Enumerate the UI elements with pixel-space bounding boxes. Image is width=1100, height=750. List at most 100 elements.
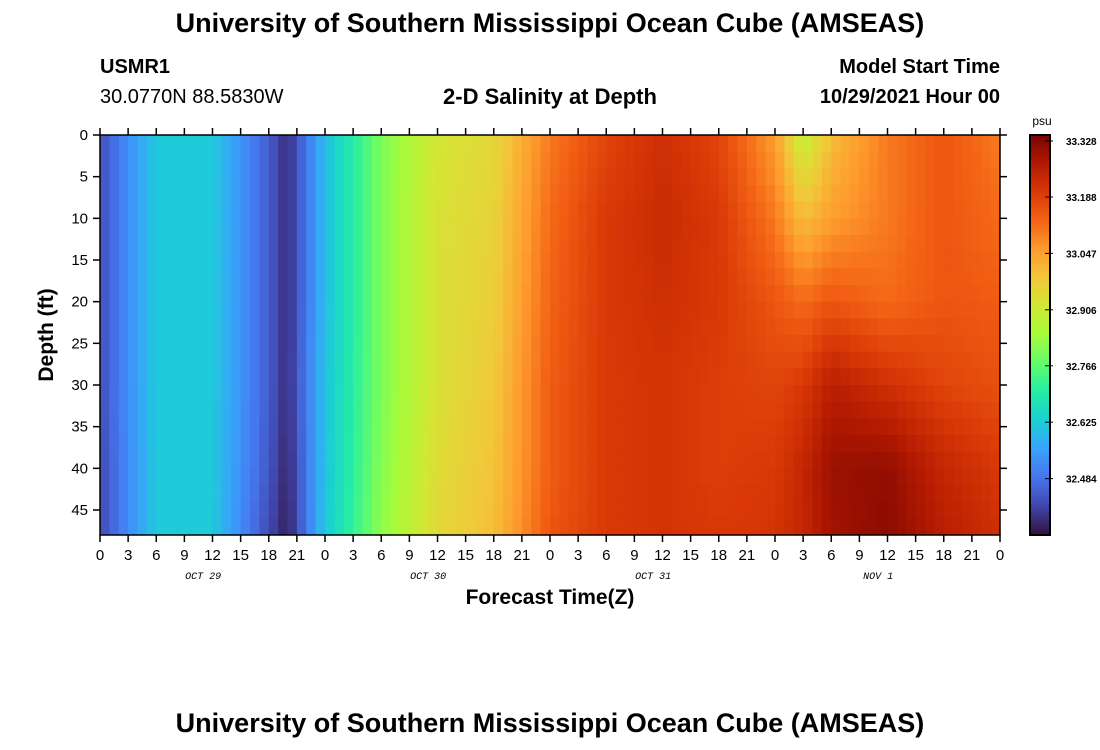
x-tick-label: 6 xyxy=(377,547,385,564)
heatmap-cell xyxy=(990,151,1000,169)
heatmap-cell xyxy=(212,151,223,169)
heatmap-cell xyxy=(353,268,364,286)
heatmap-cell xyxy=(109,235,120,253)
heatmap-cell xyxy=(362,518,373,535)
heatmap-cell xyxy=(831,418,842,436)
day-labels: OCT 29 OCT 30 OCT 31 NOV 1 xyxy=(185,572,893,583)
heatmap-cell xyxy=(503,218,514,236)
heatmap-cell xyxy=(953,451,964,469)
heatmap-cell xyxy=(493,368,504,386)
heatmap-cell xyxy=(446,518,457,535)
heatmap-cell xyxy=(203,218,214,236)
heatmap-cell xyxy=(643,218,654,236)
heatmap-cell xyxy=(765,418,776,436)
heatmap-cell xyxy=(240,268,251,286)
heatmap-cell xyxy=(878,185,889,203)
heatmap-cell xyxy=(381,518,392,535)
heatmap-cell xyxy=(446,368,457,386)
heatmap-cell xyxy=(465,385,476,403)
heatmap-cell xyxy=(643,485,654,503)
heatmap-cell xyxy=(315,335,326,353)
heatmap-cell xyxy=(334,318,345,336)
heatmap-cell xyxy=(784,385,795,403)
heatmap-cell xyxy=(100,368,110,386)
heatmap-cell xyxy=(962,235,973,253)
heatmap-cell xyxy=(250,485,260,503)
heatmap-cell xyxy=(409,135,420,153)
heatmap-cell xyxy=(165,435,176,453)
heatmap-cell xyxy=(512,435,523,453)
heatmap-cell xyxy=(371,285,382,303)
heatmap-cell xyxy=(596,485,607,503)
heatmap-cell xyxy=(409,368,420,386)
heatmap-cell xyxy=(137,351,148,369)
heatmap-cell xyxy=(887,168,898,186)
heatmap-cell xyxy=(850,485,860,503)
heatmap-cell xyxy=(868,335,879,353)
heatmap-cell xyxy=(718,418,729,436)
heatmap-cell xyxy=(287,501,298,519)
heatmap-cell xyxy=(775,201,785,219)
heatmap-cell xyxy=(587,218,598,236)
heatmap-cell xyxy=(915,335,926,353)
heatmap-cell xyxy=(568,468,579,486)
heatmap-cell xyxy=(362,468,373,486)
heatmap-cell xyxy=(700,318,710,336)
heatmap-cell xyxy=(971,285,982,303)
heatmap-cell xyxy=(990,501,1000,519)
heatmap-cell xyxy=(775,351,785,369)
heatmap-cell xyxy=(578,385,589,403)
heatmap-cell xyxy=(212,418,223,436)
model-start-label: Model Start Time xyxy=(839,56,1000,78)
heatmap-cell xyxy=(400,268,410,286)
heatmap-cell xyxy=(662,351,673,369)
heatmap-cell xyxy=(878,201,889,219)
heatmap-cell xyxy=(953,235,964,253)
heatmap-cell xyxy=(971,468,982,486)
heatmap-cell xyxy=(371,268,382,286)
heatmap-cell xyxy=(868,451,879,469)
heatmap-cell xyxy=(550,268,560,286)
heatmap-cell xyxy=(765,251,776,269)
heatmap-cell xyxy=(118,268,129,286)
heatmap-cell xyxy=(596,185,607,203)
heatmap-cell xyxy=(821,285,832,303)
heatmap-cell xyxy=(625,401,635,419)
heatmap-cell xyxy=(662,268,673,286)
heatmap-cell xyxy=(653,385,664,403)
heatmap-cell xyxy=(306,451,317,469)
heatmap-cell xyxy=(653,135,664,153)
heatmap-cell xyxy=(587,351,598,369)
heatmap-cell xyxy=(578,518,589,535)
heatmap-cell xyxy=(128,468,139,486)
heatmap-cell xyxy=(887,401,898,419)
heatmap-cell xyxy=(690,368,701,386)
heatmap-cell xyxy=(540,268,551,286)
heatmap-cell xyxy=(596,301,607,319)
heatmap-cell xyxy=(128,168,139,186)
heatmap-cell xyxy=(878,301,889,319)
heatmap-cell xyxy=(428,185,439,203)
heatmap-cell xyxy=(653,285,664,303)
heatmap-cell xyxy=(259,385,270,403)
heatmap-cell xyxy=(109,268,120,286)
heatmap-cell xyxy=(850,235,860,253)
heatmap-cell xyxy=(531,218,542,236)
heatmap-cell xyxy=(925,435,935,453)
heatmap-cell xyxy=(821,201,832,219)
heatmap-cell xyxy=(615,485,626,503)
heatmap-cell xyxy=(531,168,542,186)
heatmap-cell xyxy=(409,435,420,453)
heatmap-cell xyxy=(259,501,270,519)
heatmap-cell xyxy=(850,335,860,353)
heatmap-cell xyxy=(100,201,110,219)
heatmap-cell xyxy=(831,435,842,453)
heatmap-cell xyxy=(446,501,457,519)
heatmap-cell xyxy=(146,451,157,469)
heatmap-cell xyxy=(521,301,532,319)
heatmap-cell xyxy=(671,301,682,319)
heatmap-cell xyxy=(221,501,232,519)
heatmap-cell xyxy=(240,501,251,519)
heatmap-cell xyxy=(615,151,626,169)
heatmap-cell xyxy=(709,201,720,219)
